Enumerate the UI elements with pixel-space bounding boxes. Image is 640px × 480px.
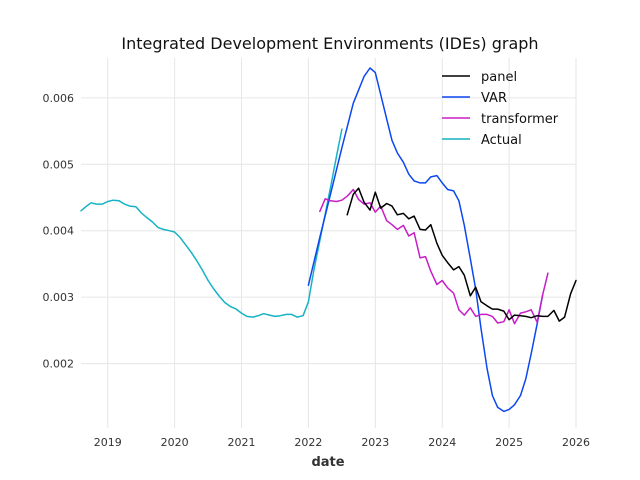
chart-title: Integrated Development Environments (IDE… [121, 34, 538, 53]
y-tick-label: 0.004 [43, 225, 75, 238]
x-tick-label: 2020 [161, 436, 189, 449]
y-tick-labels: 0.002 0.003 0.004 0.005 0.006 [43, 92, 75, 371]
x-tick-label: 2024 [428, 436, 456, 449]
x-tick-label: 2025 [495, 436, 523, 449]
x-tick-label: 2026 [562, 436, 590, 449]
x-tick-label: 2023 [361, 436, 389, 449]
legend-label: transformer [481, 112, 559, 127]
y-tick-label: 0.002 [43, 358, 75, 371]
series-line-transformer [319, 188, 549, 325]
legend-label: panel [481, 70, 517, 85]
series-layer [80, 67, 577, 413]
y-tick-label: 0.006 [43, 92, 75, 105]
x-tick-labels: 2019 2020 2021 2022 2023 2024 2025 2026 [94, 436, 590, 449]
series-line-panel [346, 187, 577, 322]
x-axis-label: date [311, 455, 344, 470]
grid-lines [81, 58, 577, 428]
x-tick-label: 2021 [228, 436, 256, 449]
x-tick-label: 2022 [294, 436, 322, 449]
legend: panel VAR transformer Actual [442, 70, 559, 148]
y-tick-label: 0.005 [43, 158, 75, 171]
series-line-actual [80, 128, 343, 318]
x-tick-label: 2019 [94, 436, 122, 449]
series-line-var [307, 67, 544, 413]
legend-label: VAR [481, 91, 507, 106]
legend-label: Actual [481, 133, 522, 148]
y-tick-label: 0.003 [43, 291, 75, 304]
